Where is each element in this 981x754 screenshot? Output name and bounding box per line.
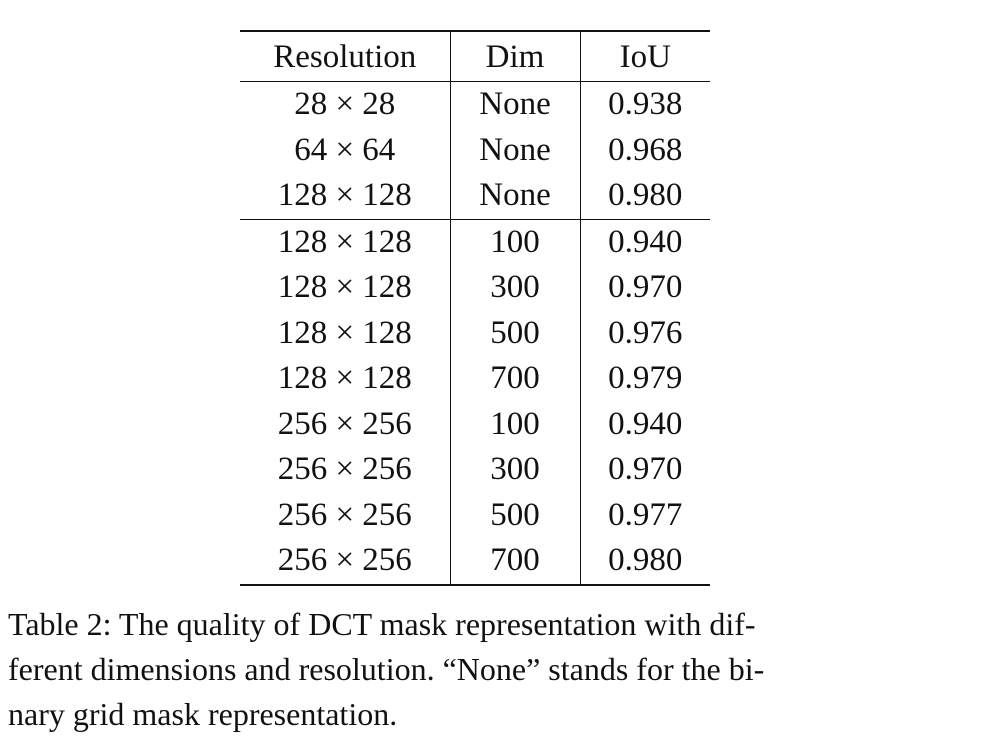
table-row: 128 × 128 100 0.940 bbox=[240, 218, 710, 265]
cell-dim: None bbox=[450, 81, 581, 128]
cell-dim: 100 bbox=[450, 218, 581, 265]
cell-iou: 0.970 bbox=[608, 269, 683, 306]
cell-resolution: 28 × 28 bbox=[240, 81, 451, 128]
caption-line: ferent dimensions and resolution. “None”… bbox=[8, 651, 765, 687]
cell-iou: 0.968 bbox=[608, 131, 683, 168]
cell-iou: 0.938 bbox=[608, 86, 683, 123]
cell-dim: 100 bbox=[450, 401, 581, 447]
cell-resolution: 128 × 128 bbox=[240, 173, 451, 219]
header-iou: IoU bbox=[580, 30, 710, 82]
cell-resolution: 256 × 256 bbox=[240, 538, 451, 586]
cell-iou: 0.940 bbox=[580, 218, 710, 265]
caption-line: Table 2: The quality of DCT mask represe… bbox=[8, 606, 756, 642]
cell-dim: 300 bbox=[450, 447, 581, 493]
cell-resolution: 256 × 256 bbox=[240, 447, 451, 493]
table-row: 128 × 128 700 0.979 bbox=[240, 356, 710, 402]
cell-dim: 700 bbox=[450, 538, 581, 586]
cell-resolution: 256 × 256 bbox=[240, 492, 451, 538]
cell-iou: 0.980 bbox=[608, 177, 683, 214]
cell-resolution: 64 × 64 bbox=[240, 127, 451, 173]
cell-dim: None bbox=[450, 127, 581, 173]
results-table-container: Resolution Dim IoU 28 × 28 None 0.938 64… bbox=[240, 30, 710, 586]
cell-iou: 0.979 bbox=[608, 360, 683, 397]
cell-dim: 500 bbox=[450, 492, 581, 538]
table-row: 128 × 128 500 0.976 bbox=[240, 310, 710, 356]
table-row: 128 × 128 None 0.980 bbox=[240, 173, 710, 219]
header-dim: Dim bbox=[450, 30, 581, 82]
cell-dim: 700 bbox=[450, 356, 581, 402]
table-header-row: Resolution Dim IoU bbox=[240, 30, 710, 82]
table-row: 256 × 256 500 0.977 bbox=[240, 492, 710, 538]
table-row: 256 × 256 100 0.940 bbox=[240, 401, 710, 447]
cell-iou: 0.977 bbox=[608, 496, 683, 533]
cell-iou: 0.976 bbox=[608, 314, 683, 351]
results-table: Resolution Dim IoU 28 × 28 None 0.938 64… bbox=[240, 30, 710, 586]
cell-resolution: 128 × 128 bbox=[240, 265, 451, 311]
cell-resolution: 128 × 128 bbox=[240, 310, 451, 356]
table-row: 256 × 256 300 0.970 bbox=[240, 447, 710, 493]
cell-resolution: 128 × 128 bbox=[240, 356, 451, 402]
cell-dim: 500 bbox=[450, 310, 581, 356]
table-row: 64 × 64 None 0.968 bbox=[240, 127, 710, 173]
cell-iou: 0.940 bbox=[608, 405, 683, 442]
table-caption: Table 2: The quality of DCT mask represe… bbox=[8, 602, 958, 737]
table-row: 256 × 256 700 0.980 bbox=[240, 538, 710, 586]
table-row: 128 × 128 300 0.970 bbox=[240, 265, 710, 311]
cell-iou: 0.980 bbox=[580, 538, 710, 586]
table-row: 28 × 28 None 0.938 bbox=[240, 81, 710, 128]
cell-iou: 0.970 bbox=[608, 451, 683, 488]
cell-resolution: 128 × 128 bbox=[240, 218, 451, 265]
cell-resolution: 256 × 256 bbox=[240, 401, 451, 447]
caption-line: nary grid mask representation. bbox=[8, 696, 398, 732]
cell-dim: 300 bbox=[450, 265, 581, 311]
cell-dim: None bbox=[450, 173, 581, 219]
header-resolution: Resolution bbox=[240, 30, 451, 82]
